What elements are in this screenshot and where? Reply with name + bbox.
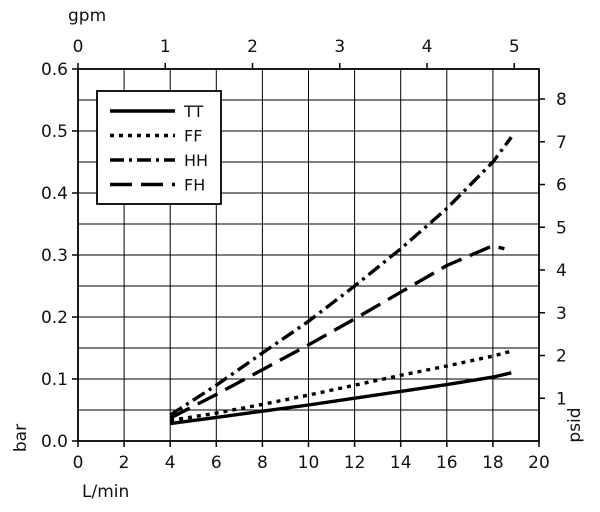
legend-label-ff: FF (184, 127, 202, 146)
x-top-tick-label: 1 (160, 37, 171, 57)
y-right-tick-label: 1 (556, 389, 567, 409)
x-tick-label: 2 (119, 453, 130, 473)
legend-label-fh: FH (184, 176, 205, 195)
x-tick-label: 6 (211, 453, 222, 473)
grid (78, 69, 539, 441)
y-right-tick-label: 5 (556, 218, 567, 238)
y-tick-label: 0.0 (41, 432, 68, 452)
y-tick-label: 0.6 (41, 60, 68, 80)
y-right-tick-label: 4 (556, 261, 567, 281)
x-top-tick-label: 2 (247, 37, 258, 57)
x-axis-title: L/min (82, 482, 129, 502)
y-tick-label: 0.4 (41, 184, 68, 204)
y-axis-title: bar (11, 424, 31, 452)
x-tick-label: 14 (390, 453, 412, 473)
x-top-tick-label: 4 (422, 37, 433, 57)
x-top-tick-label: 5 (509, 37, 520, 57)
x-tick-label: 10 (298, 453, 320, 473)
x-tick-label: 16 (436, 453, 458, 473)
x-tick-label: 18 (482, 453, 504, 473)
x-tick-label: 12 (344, 453, 366, 473)
x-tick-label: 0 (73, 453, 84, 473)
y-tick-label: 0.1 (41, 370, 68, 390)
y-right-tick-label: 8 (556, 90, 567, 110)
y-tick-label: 0.3 (41, 246, 68, 266)
series-line-tt (169, 371, 512, 426)
x-top-tick-label: 0 (73, 37, 84, 57)
legend: TT FF HH FH (96, 90, 222, 205)
y-right-tick-label: 3 (556, 304, 567, 324)
legend-label-tt: TT (183, 102, 203, 121)
series-line-fh (169, 243, 505, 420)
y-right-tick-label: 2 (556, 347, 567, 367)
y-tick-label: 0.5 (41, 122, 68, 142)
y-right-tick-label: 6 (556, 176, 567, 196)
y-right-tick-label: 7 (556, 133, 567, 153)
legend-label-hh: HH (184, 151, 208, 170)
x-top-axis-title: gpm (68, 6, 106, 26)
x-tick-label: 4 (165, 453, 176, 473)
x-tick-label: 20 (528, 453, 550, 473)
y-tick-label: 0.2 (41, 308, 68, 328)
x-tick-label: 8 (257, 453, 268, 473)
y-right-axis-title: psid (565, 407, 585, 442)
series-layer (169, 136, 513, 426)
tick-labels: 0 2 4 6 8 10 12 14 16 18 200.00.10.20.30.40.50.60 1… (41, 37, 567, 473)
x-top-tick-label: 3 (334, 37, 345, 57)
series-line-hh (169, 136, 513, 417)
